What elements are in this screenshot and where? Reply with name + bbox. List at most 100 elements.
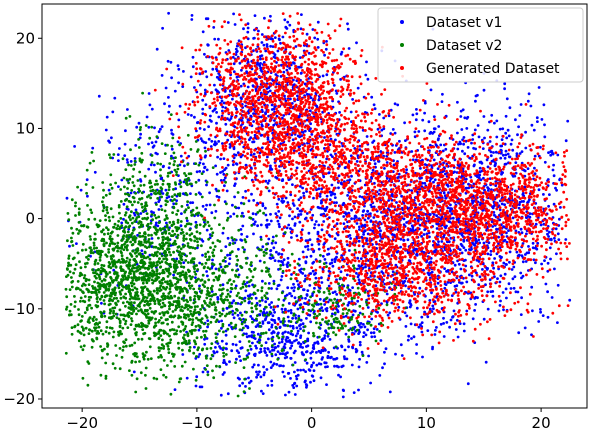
data-point (76, 323, 80, 327)
data-point (290, 236, 293, 239)
data-point (534, 222, 538, 226)
data-point (272, 348, 276, 352)
data-point (337, 304, 340, 308)
data-point (437, 137, 440, 141)
data-point (107, 250, 111, 254)
data-point (199, 308, 203, 311)
data-point (232, 147, 236, 151)
data-point (246, 326, 250, 330)
data-point (98, 219, 102, 223)
data-point (267, 337, 270, 341)
data-point (105, 255, 109, 258)
data-point (253, 36, 256, 40)
data-point (131, 249, 135, 253)
points-layer (64, 11, 572, 399)
data-point (521, 242, 525, 245)
data-point (285, 68, 289, 72)
data-point (400, 194, 403, 198)
data-point (287, 309, 290, 313)
data-point (191, 55, 195, 59)
data-point (315, 363, 319, 367)
data-point (403, 279, 407, 283)
data-point (66, 239, 69, 243)
data-point (357, 365, 361, 369)
data-point (123, 154, 127, 158)
data-point (129, 160, 133, 163)
data-point (252, 336, 256, 340)
data-point (476, 124, 480, 127)
data-point (555, 252, 558, 256)
data-point (210, 120, 213, 123)
data-point (159, 204, 163, 208)
data-point (281, 370, 285, 374)
data-point (554, 186, 557, 190)
data-point (327, 284, 331, 288)
data-point (277, 316, 281, 320)
data-point (343, 166, 347, 170)
data-point (303, 380, 307, 384)
data-point (286, 336, 290, 340)
data-point (313, 341, 317, 345)
data-point (249, 136, 253, 140)
data-point (305, 118, 309, 122)
data-point (543, 259, 546, 262)
data-point (295, 279, 299, 283)
data-point (68, 244, 71, 248)
data-point (493, 213, 496, 217)
data-point (167, 351, 171, 354)
data-point (186, 113, 190, 116)
data-point (197, 277, 200, 281)
data-point (484, 283, 487, 287)
data-point (134, 360, 138, 364)
data-point (325, 194, 329, 198)
data-point (267, 189, 271, 193)
data-point (261, 279, 264, 283)
data-point (297, 341, 301, 344)
data-point (468, 273, 471, 277)
data-point (227, 323, 231, 327)
data-point (219, 157, 223, 161)
data-point (278, 325, 282, 329)
data-point (255, 375, 258, 379)
data-point (349, 237, 352, 240)
data-point (118, 347, 122, 350)
data-point (325, 331, 328, 334)
data-point (530, 123, 534, 127)
data-point (527, 92, 531, 96)
data-point (491, 261, 495, 265)
data-point (299, 270, 303, 274)
data-point (165, 286, 169, 289)
data-point (529, 104, 533, 108)
data-point (173, 198, 176, 201)
data-point (428, 179, 432, 183)
data-point (302, 368, 305, 372)
data-point (262, 373, 266, 377)
data-point (268, 303, 271, 306)
data-point (328, 338, 332, 341)
data-point (552, 163, 555, 167)
data-point (91, 146, 95, 150)
data-point (150, 237, 154, 240)
data-point (312, 250, 315, 254)
data-point (86, 204, 89, 207)
data-point (236, 275, 240, 279)
data-point (164, 188, 168, 192)
data-point (500, 138, 504, 142)
data-point (385, 300, 389, 304)
data-point (501, 153, 505, 157)
data-point (289, 357, 293, 360)
data-point (205, 168, 209, 172)
data-point (347, 345, 350, 349)
data-point (128, 214, 132, 218)
data-point (277, 331, 280, 335)
data-point (317, 362, 321, 366)
data-point (294, 374, 298, 378)
data-point (265, 225, 269, 229)
data-point (466, 146, 470, 149)
data-point (168, 287, 172, 291)
data-point (388, 390, 392, 394)
data-point (459, 115, 463, 118)
data-point (350, 174, 353, 178)
data-point (549, 237, 553, 241)
data-point (455, 318, 459, 322)
